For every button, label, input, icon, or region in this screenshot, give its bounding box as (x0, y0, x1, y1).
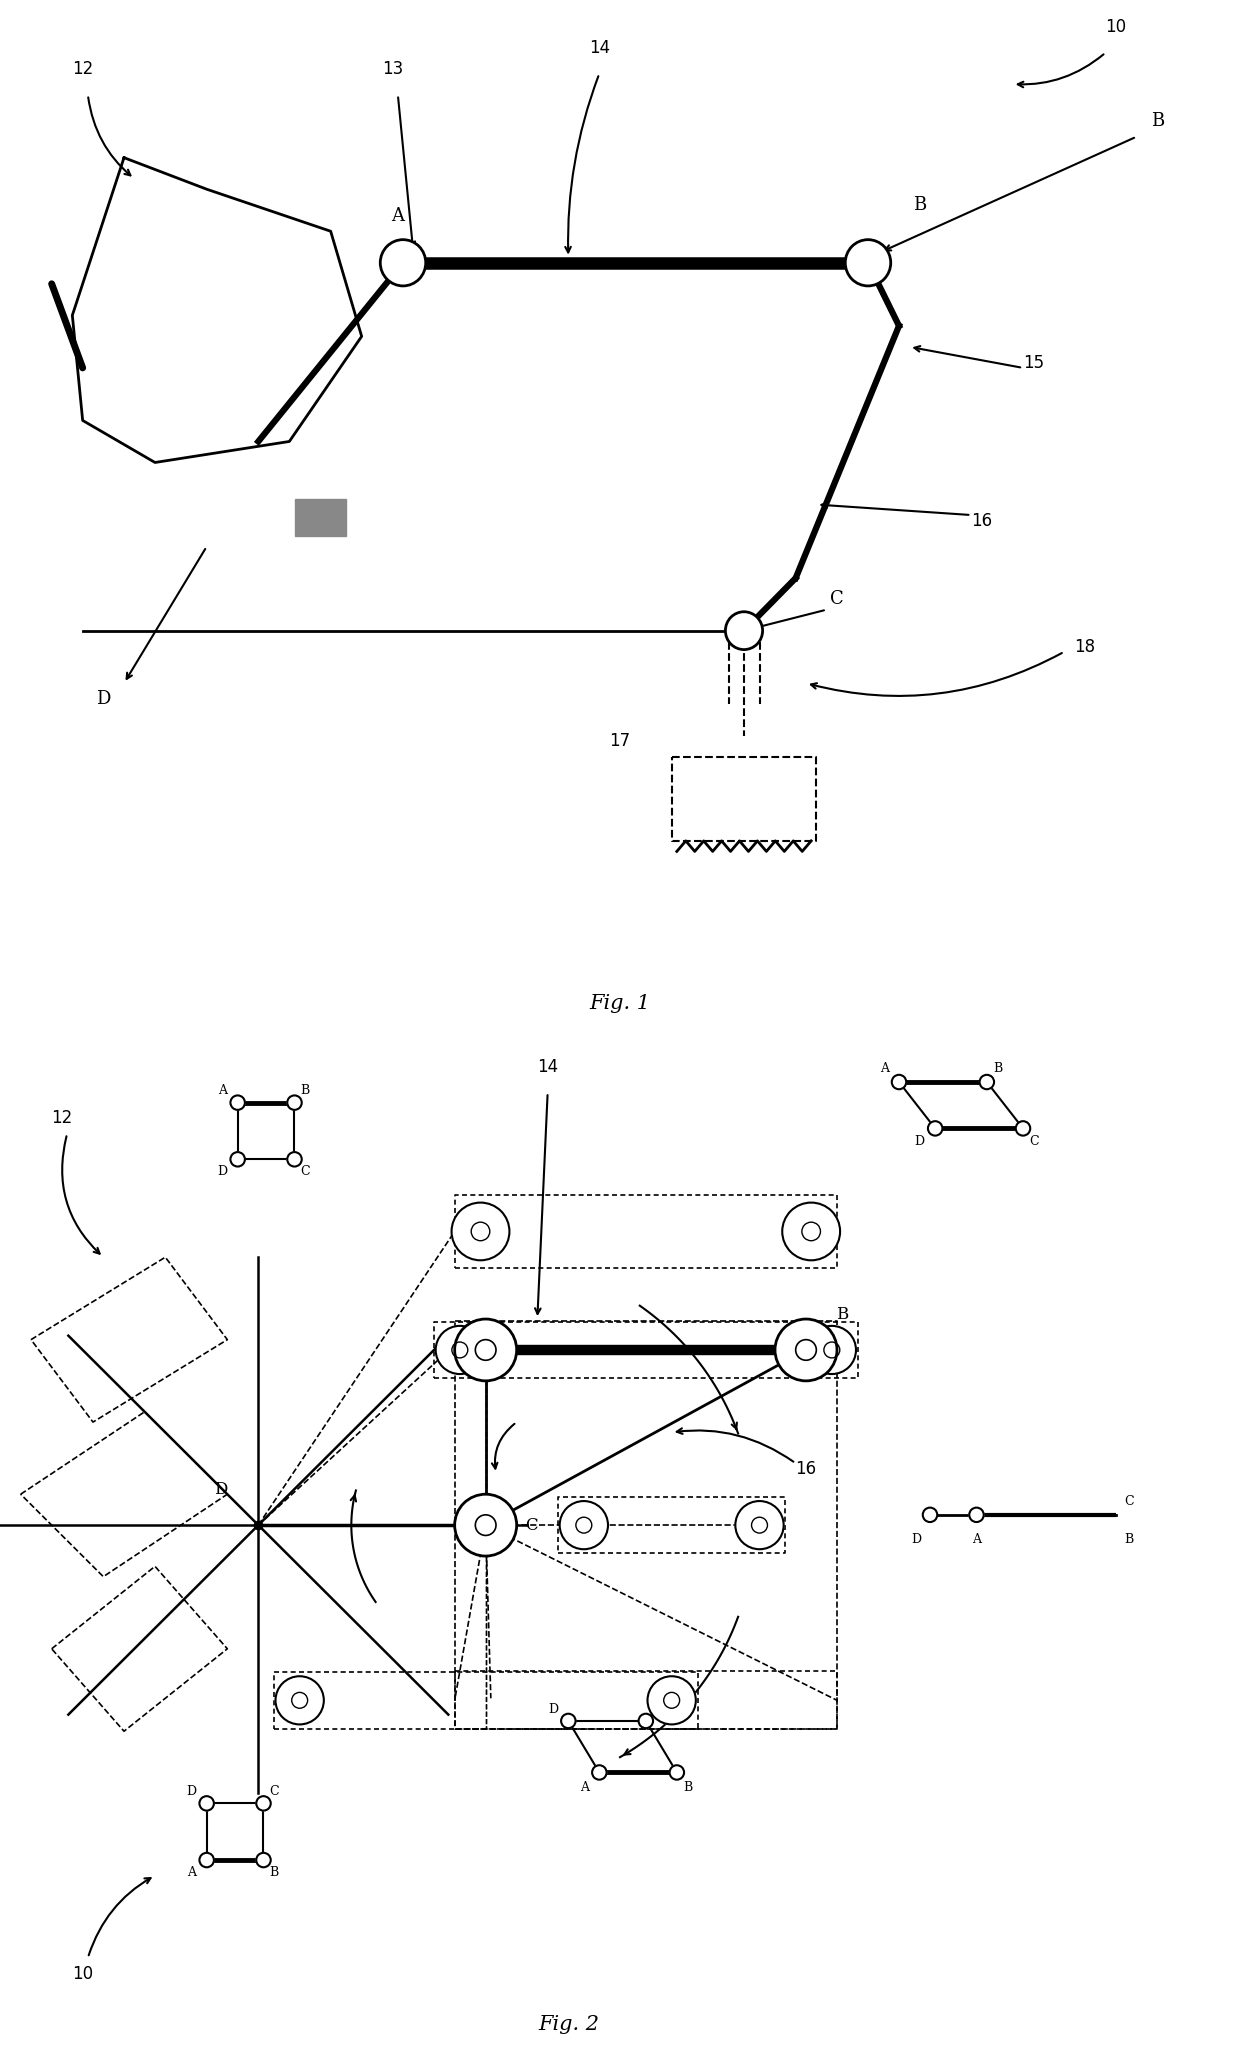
Text: Fig. 2: Fig. 2 (538, 2016, 599, 2034)
Circle shape (475, 1515, 496, 1535)
Text: C: C (525, 1517, 538, 1533)
Text: Fig. 1: Fig. 1 (589, 993, 651, 1014)
Circle shape (257, 1795, 270, 1812)
Circle shape (455, 1319, 517, 1381)
Circle shape (1016, 1121, 1030, 1136)
Circle shape (231, 1096, 244, 1109)
Text: 16: 16 (795, 1459, 817, 1478)
Text: B: B (836, 1307, 848, 1323)
Text: A: A (879, 1061, 889, 1074)
Text: A: A (580, 1781, 589, 1793)
Text: 14: 14 (589, 39, 610, 56)
Text: D: D (215, 1482, 227, 1498)
Circle shape (381, 239, 425, 286)
Circle shape (823, 1342, 839, 1358)
Text: A: A (455, 1336, 467, 1354)
Circle shape (200, 1795, 213, 1812)
Text: B: B (993, 1061, 1002, 1074)
Circle shape (591, 1764, 606, 1779)
Circle shape (846, 239, 890, 286)
Text: 13: 13 (382, 60, 403, 78)
Text: 12: 12 (51, 1109, 73, 1127)
Circle shape (796, 1340, 816, 1360)
Text: C: C (830, 589, 844, 608)
Text: C: C (1029, 1134, 1039, 1148)
Circle shape (980, 1076, 994, 1088)
Text: B: B (913, 196, 926, 214)
Text: B: B (1125, 1533, 1133, 1546)
Circle shape (639, 1715, 653, 1727)
Circle shape (725, 612, 763, 649)
Circle shape (670, 1764, 684, 1779)
Circle shape (775, 1319, 837, 1381)
Text: B: B (270, 1867, 279, 1880)
Circle shape (435, 1325, 484, 1375)
Circle shape (807, 1325, 856, 1375)
Text: 12: 12 (72, 60, 93, 78)
Circle shape (200, 1853, 213, 1867)
Circle shape (735, 1500, 784, 1550)
Bar (295, 499, 346, 536)
Text: B: B (683, 1781, 692, 1793)
Text: D: D (217, 1167, 227, 1179)
Circle shape (782, 1202, 839, 1259)
Text: C: C (652, 1702, 662, 1715)
Circle shape (231, 1152, 244, 1167)
Circle shape (575, 1517, 591, 1533)
Text: A: A (187, 1867, 196, 1880)
Circle shape (288, 1152, 301, 1167)
Text: A: A (972, 1533, 981, 1546)
Text: A: A (392, 206, 404, 225)
Circle shape (923, 1509, 937, 1521)
Circle shape (559, 1500, 608, 1550)
Circle shape (275, 1676, 324, 1725)
Circle shape (257, 1853, 270, 1867)
Circle shape (928, 1121, 942, 1136)
Circle shape (291, 1692, 308, 1709)
Circle shape (647, 1676, 696, 1725)
Circle shape (451, 1202, 510, 1259)
Circle shape (802, 1222, 821, 1241)
Circle shape (560, 1715, 575, 1727)
Circle shape (471, 1222, 490, 1241)
Circle shape (970, 1509, 983, 1521)
Circle shape (455, 1494, 517, 1556)
Text: C: C (1125, 1494, 1133, 1507)
Text: C: C (270, 1785, 279, 1797)
Text: B: B (1151, 111, 1164, 130)
Text: D: D (186, 1785, 196, 1797)
Text: D: D (915, 1134, 925, 1148)
Text: C: C (300, 1167, 310, 1179)
Text: D: D (548, 1702, 558, 1715)
Text: D: D (911, 1533, 921, 1546)
Text: 14: 14 (537, 1057, 558, 1076)
Circle shape (663, 1692, 680, 1709)
Text: D: D (97, 690, 110, 709)
Text: A: A (218, 1084, 227, 1096)
Circle shape (451, 1342, 467, 1358)
Text: 10: 10 (72, 1964, 93, 1983)
Text: 18: 18 (1074, 637, 1096, 655)
Text: 16: 16 (971, 511, 992, 530)
Text: 15: 15 (1023, 354, 1044, 371)
Circle shape (288, 1096, 301, 1109)
Circle shape (892, 1076, 906, 1088)
Text: B: B (300, 1084, 310, 1096)
Text: 17: 17 (609, 732, 631, 750)
Circle shape (475, 1340, 496, 1360)
Text: 10: 10 (1105, 19, 1127, 35)
Circle shape (751, 1517, 768, 1533)
